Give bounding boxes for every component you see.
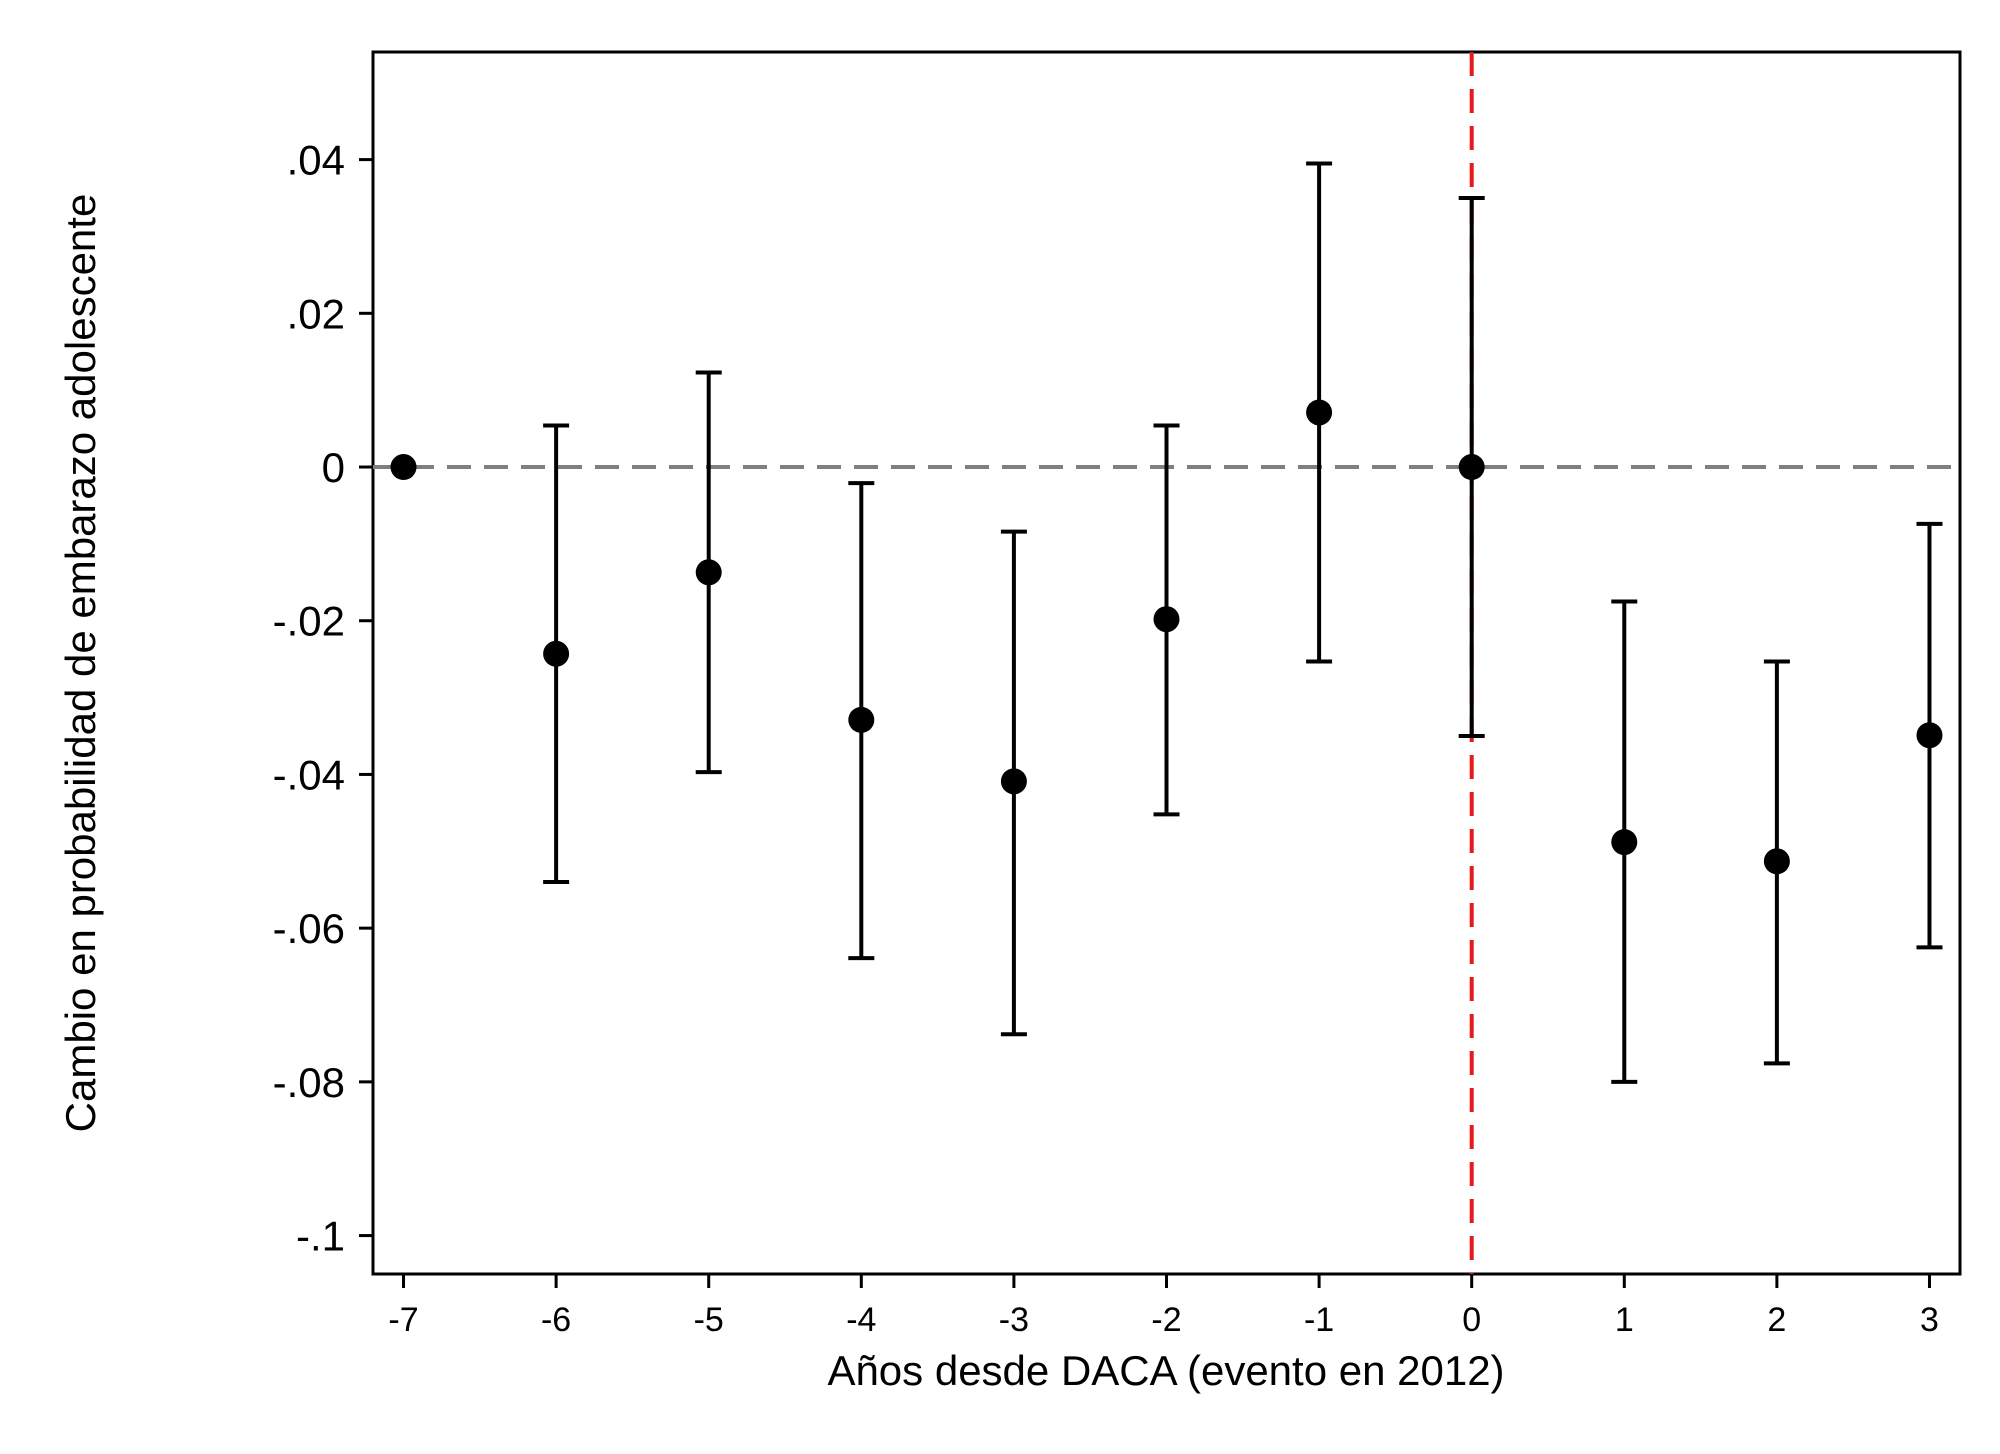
point-estimate [1000,768,1027,795]
y-tick-label: -.02 [273,598,345,645]
y-tick-label: 0 [322,444,345,491]
x-tick-label: -4 [846,1301,876,1339]
point-estimate [1763,848,1790,875]
y-axis-title: Cambio en probabilidad de embarazo adole… [57,194,104,1133]
y-axis: .04 .02 0 -.02 -.04 -.06 -.08 -.1 [273,137,373,1260]
point-estimates [390,399,1943,875]
point-estimate [1306,399,1333,426]
point-estimate [1458,454,1485,481]
point-estimate [695,559,722,586]
x-axis: -7 -6 -5 -4 -3 -2 -1 0 1 2 3 [388,1274,1939,1339]
y-tick-label: -.06 [273,905,345,952]
point-estimate [848,706,875,733]
point-estimate [1611,829,1638,856]
x-tick-label: -5 [694,1301,724,1339]
y-tick-label: -.04 [273,751,345,798]
x-tick-label: 3 [1920,1301,1939,1339]
point-estimate [1153,606,1180,633]
x-tick-label: -1 [1304,1301,1334,1339]
x-tick-label: 0 [1462,1301,1481,1339]
x-tick-label: 1 [1615,1301,1634,1339]
point-estimate [543,640,570,667]
x-tick-label: -7 [388,1301,418,1339]
x-tick-label: -2 [1151,1301,1181,1339]
y-tick-label: .04 [287,137,345,184]
point-estimate [390,454,417,481]
point-estimate [1916,722,1943,749]
x-tick-label: -6 [541,1301,571,1339]
x-axis-title: Años desde DACA (evento en 2012) [827,1347,1504,1394]
y-tick-label: -.1 [296,1213,345,1260]
x-tick-label: -3 [999,1301,1029,1339]
y-tick-label: .02 [287,290,345,337]
x-tick-label: 2 [1767,1301,1786,1339]
error-bars [543,161,1943,1084]
y-tick-label: -.08 [273,1059,345,1106]
